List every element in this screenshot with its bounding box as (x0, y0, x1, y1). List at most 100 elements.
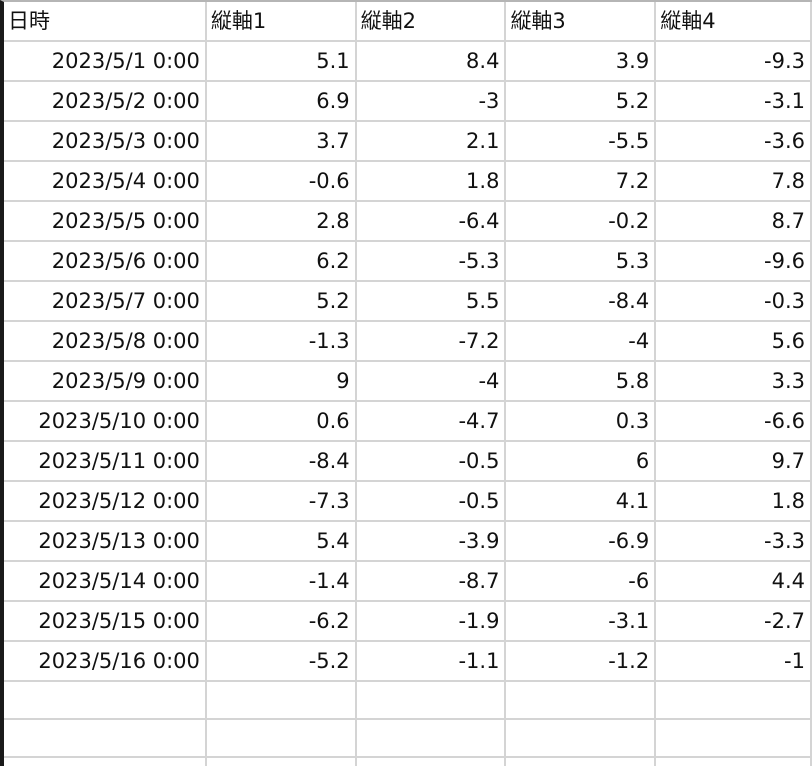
cell-value[interactable]: -3.9 (355, 521, 507, 562)
cell-value[interactable]: -9.3 (655, 41, 812, 82)
cell-value[interactable]: 1.8 (355, 161, 507, 202)
cell-value[interactable]: -2.7 (655, 601, 812, 642)
cell-value[interactable]: -7.2 (355, 321, 507, 362)
cell-value[interactable]: 7.8 (655, 161, 812, 202)
cell-value[interactable]: -3.6 (655, 121, 812, 162)
header-cell-axis4[interactable]: 縦軸4 (655, 2, 812, 42)
empty-cell[interactable] (205, 757, 357, 766)
cell-value[interactable]: -6 (505, 561, 657, 602)
empty-cell[interactable] (4, 757, 207, 766)
empty-cell[interactable] (505, 757, 657, 766)
cell-value[interactable]: 1.8 (655, 481, 812, 522)
cell-datetime[interactable]: 2023/5/14 0:00 (4, 561, 207, 602)
cell-value[interactable]: -6.6 (655, 401, 812, 442)
cell-value[interactable]: 0.6 (205, 401, 357, 442)
empty-cell[interactable] (655, 757, 812, 766)
cell-value[interactable]: 7.2 (505, 161, 657, 202)
empty-cell[interactable] (655, 719, 812, 758)
header-cell-axis2[interactable]: 縦軸2 (355, 2, 507, 42)
header-cell-datetime[interactable]: 日時 (4, 2, 207, 42)
cell-datetime[interactable]: 2023/5/1 0:00 (4, 41, 207, 82)
cell-value[interactable]: 5.8 (505, 361, 657, 402)
cell-datetime[interactable]: 2023/5/4 0:00 (4, 161, 207, 202)
cell-value[interactable]: -6.4 (355, 201, 507, 242)
cell-datetime[interactable]: 2023/5/6 0:00 (4, 241, 207, 282)
empty-cell[interactable] (505, 719, 657, 758)
cell-value[interactable]: -1.2 (505, 641, 657, 682)
cell-value[interactable]: -1.9 (355, 601, 507, 642)
cell-value[interactable]: 5.2 (505, 81, 657, 122)
cell-datetime[interactable]: 2023/5/2 0:00 (4, 81, 207, 122)
cell-value[interactable]: -1 (655, 641, 812, 682)
cell-datetime[interactable]: 2023/5/9 0:00 (4, 361, 207, 402)
cell-value[interactable]: 6 (505, 441, 657, 482)
cell-value[interactable]: -6.2 (205, 601, 357, 642)
cell-value[interactable]: -5.2 (205, 641, 357, 682)
cell-value[interactable]: 9.7 (655, 441, 812, 482)
empty-cell[interactable] (505, 681, 657, 720)
cell-value[interactable]: -7.3 (205, 481, 357, 522)
cell-datetime[interactable]: 2023/5/16 0:00 (4, 641, 207, 682)
cell-value[interactable]: -1.4 (205, 561, 357, 602)
cell-datetime[interactable]: 2023/5/11 0:00 (4, 441, 207, 482)
cell-value[interactable]: -0.5 (355, 481, 507, 522)
cell-value[interactable]: -3 (355, 81, 507, 122)
cell-value[interactable]: -4 (505, 321, 657, 362)
cell-value[interactable]: 8.7 (655, 201, 812, 242)
empty-cell[interactable] (205, 681, 357, 720)
cell-datetime[interactable]: 2023/5/13 0:00 (4, 521, 207, 562)
cell-datetime[interactable]: 2023/5/3 0:00 (4, 121, 207, 162)
empty-cell[interactable] (655, 681, 812, 720)
cell-datetime[interactable]: 2023/5/10 0:00 (4, 401, 207, 442)
empty-cell[interactable] (355, 757, 507, 766)
cell-value[interactable]: -3.1 (505, 601, 657, 642)
empty-cell[interactable] (4, 681, 207, 720)
cell-value[interactable]: -1.3 (205, 321, 357, 362)
cell-value[interactable]: 8.4 (355, 41, 507, 82)
cell-value[interactable]: 5.6 (655, 321, 812, 362)
cell-value[interactable]: -3.3 (655, 521, 812, 562)
cell-value[interactable]: -3.1 (655, 81, 812, 122)
cell-value[interactable]: -1.1 (355, 641, 507, 682)
cell-value[interactable]: 5.5 (355, 281, 507, 322)
cell-value[interactable]: 3.7 (205, 121, 357, 162)
cell-value[interactable]: -9.6 (655, 241, 812, 282)
cell-value[interactable]: 2.8 (205, 201, 357, 242)
cell-value[interactable]: -4 (355, 361, 507, 402)
cell-value[interactable]: 4.4 (655, 561, 812, 602)
cell-value[interactable]: 5.1 (205, 41, 357, 82)
empty-cell[interactable] (355, 719, 507, 758)
cell-value[interactable]: -8.7 (355, 561, 507, 602)
cell-value[interactable]: 5.2 (205, 281, 357, 322)
cell-value[interactable]: -0.3 (655, 281, 812, 322)
cell-value[interactable]: 4.1 (505, 481, 657, 522)
cell-value[interactable]: -5.3 (355, 241, 507, 282)
cell-value[interactable]: 2.1 (355, 121, 507, 162)
cell-value[interactable]: -0.2 (505, 201, 657, 242)
cell-value[interactable]: 5.3 (505, 241, 657, 282)
cell-value[interactable]: -8.4 (205, 441, 357, 482)
cell-value[interactable]: 6.9 (205, 81, 357, 122)
cell-value[interactable]: 6.2 (205, 241, 357, 282)
empty-cell[interactable] (205, 719, 357, 758)
cell-value[interactable]: -0.5 (355, 441, 507, 482)
cell-datetime[interactable]: 2023/5/12 0:00 (4, 481, 207, 522)
header-cell-axis3[interactable]: 縦軸3 (505, 2, 657, 42)
cell-value[interactable]: -4.7 (355, 401, 507, 442)
cell-value[interactable]: -0.6 (205, 161, 357, 202)
cell-value[interactable]: 3.9 (505, 41, 657, 82)
cell-datetime[interactable]: 2023/5/7 0:00 (4, 281, 207, 322)
cell-value[interactable]: -8.4 (505, 281, 657, 322)
cell-value[interactable]: 9 (205, 361, 357, 402)
cell-value[interactable]: -6.9 (505, 521, 657, 562)
cell-datetime[interactable]: 2023/5/5 0:00 (4, 201, 207, 242)
empty-cell[interactable] (355, 681, 507, 720)
empty-cell[interactable] (4, 719, 207, 758)
cell-datetime[interactable]: 2023/5/8 0:00 (4, 321, 207, 362)
cell-value[interactable]: 3.3 (655, 361, 812, 402)
cell-value[interactable]: 5.4 (205, 521, 357, 562)
cell-value[interactable]: 0.3 (505, 401, 657, 442)
header-cell-axis1[interactable]: 縦軸1 (205, 2, 357, 42)
cell-value[interactable]: -5.5 (505, 121, 657, 162)
cell-datetime[interactable]: 2023/5/15 0:00 (4, 601, 207, 642)
